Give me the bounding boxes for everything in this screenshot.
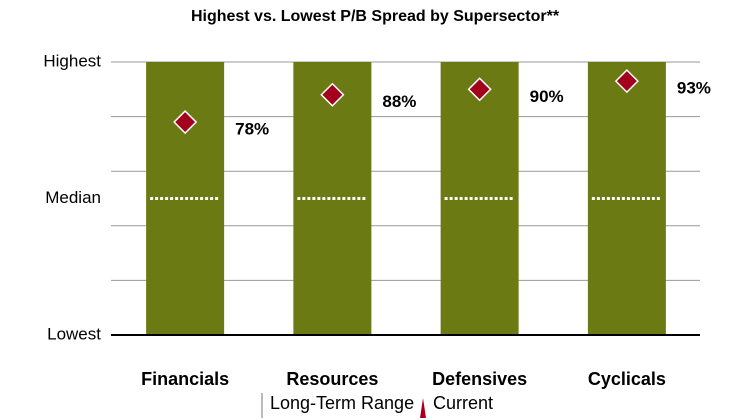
value-label: 90% <box>530 87 564 106</box>
x-tick-label: Financials <box>141 369 229 389</box>
current-marker <box>467 77 492 102</box>
chart-title: Highest vs. Lowest P/B Spread by Superse… <box>191 8 560 25</box>
x-tick-label: Resources <box>286 369 378 389</box>
x-tick-label: Cyclicals <box>588 369 666 389</box>
current-marker <box>614 69 639 94</box>
current-marker <box>173 109 198 135</box>
y-tick-label: Highest <box>43 51 101 70</box>
value-label: 93% <box>677 79 711 98</box>
value-label: 78% <box>235 120 269 139</box>
y-tick-label: Median <box>45 188 101 207</box>
legend-swatch <box>420 398 426 418</box>
y-tick-label: Lowest <box>47 324 101 343</box>
x-tick-label: Defensives <box>432 369 527 389</box>
current-marker <box>320 82 345 107</box>
legend-label: Current <box>433 393 493 413</box>
value-label: 88% <box>382 92 416 111</box>
legend-label: Long-Term Range <box>270 393 414 413</box>
